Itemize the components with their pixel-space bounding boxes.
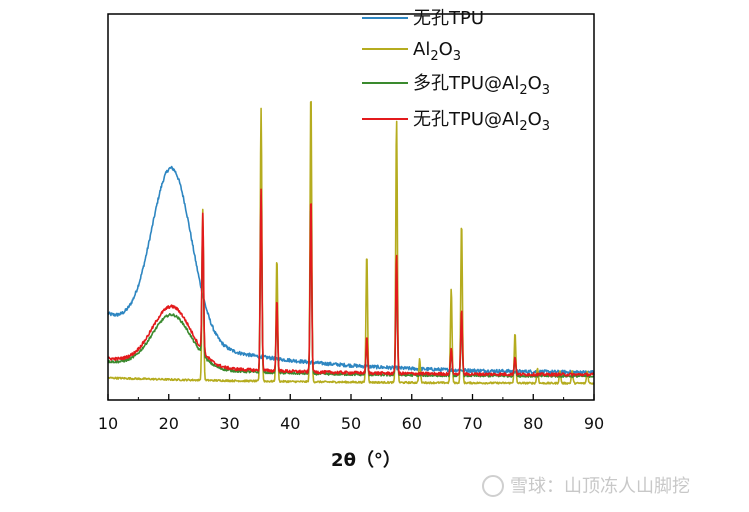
x-tick-label: 80 — [523, 414, 543, 433]
legend: 无孔TPU Al2O3 多孔TPU@Al2O3 无孔TPU@Al2O3 — [362, 8, 550, 134]
plot-frame — [107, 13, 595, 401]
series-line-2 — [107, 194, 595, 379]
series-line-3 — [107, 188, 595, 377]
x-tick-label: 70 — [462, 414, 482, 433]
series-line-1 — [107, 100, 595, 385]
watermark: 雪球：山顶冻人山脚挖 — [482, 472, 690, 498]
x-tick-label: 60 — [402, 414, 422, 433]
legend-label-3: 无孔TPU@Al2O3 — [413, 109, 550, 134]
x-axis-title: 2θ（°） — [331, 450, 401, 471]
series-line-0 — [107, 165, 595, 375]
x-tick-label: 50 — [341, 414, 361, 433]
legend-label-0: 无孔TPU — [413, 8, 484, 29]
watermark-text: 雪球：山顶冻人山脚挖 — [510, 476, 690, 497]
plot-lines — [107, 100, 595, 385]
x-axis-ticks: 10 20 30 40 50 60 70 80 90 — [98, 394, 604, 433]
x-tick-label: 90 — [584, 414, 604, 433]
x-tick-label: 30 — [219, 414, 239, 433]
x-tick-label: 20 — [159, 414, 179, 433]
legend-label-2: 多孔TPU@Al2O3 — [413, 73, 550, 98]
x-tick-label: 40 — [280, 414, 300, 433]
legend-label-1: Al2O3 — [413, 39, 461, 64]
x-tick-label: 10 — [98, 414, 118, 433]
watermark-logo-icon — [482, 475, 504, 497]
